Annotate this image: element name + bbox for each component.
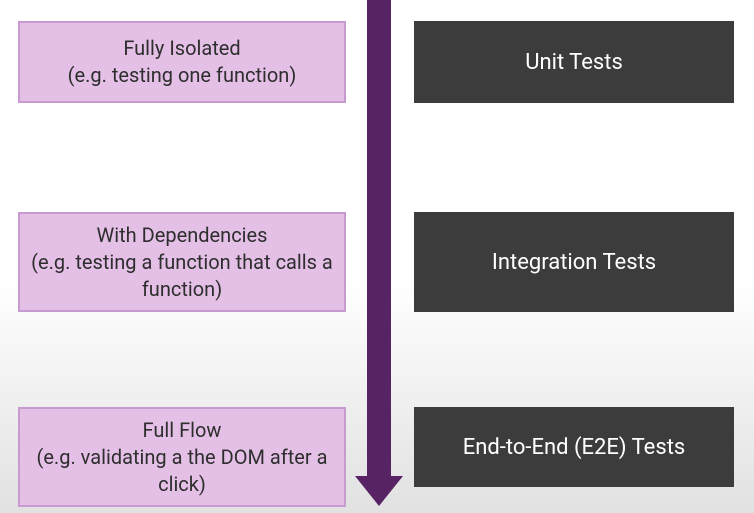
right-box-label: End-to-End (E2E) Tests: [463, 435, 686, 460]
left-box-fullflow: Full Flow (e.g. validating a the DOM aft…: [18, 407, 346, 507]
right-box-integration: Integration Tests: [414, 212, 734, 312]
left-box-title: Fully Isolated: [123, 35, 240, 62]
left-box-dependencies: With Dependencies (e.g. testing a functi…: [18, 212, 346, 312]
left-box-subtitle: (e.g. testing a function that calls a fu…: [30, 249, 334, 303]
right-box-label: Unit Tests: [525, 50, 623, 75]
right-box-e2e: End-to-End (E2E) Tests: [414, 407, 734, 487]
arrow-shaft: [367, 0, 391, 478]
arrow-head-icon: [355, 476, 403, 506]
left-box-title: Full Flow: [143, 417, 222, 444]
left-box-subtitle: (e.g. validating a the DOM after a click…: [30, 444, 334, 498]
left-box-title: With Dependencies: [97, 222, 268, 249]
diagram-container: Fully Isolated (e.g. testing one functio…: [0, 0, 754, 513]
left-box-isolated: Fully Isolated (e.g. testing one functio…: [18, 21, 346, 103]
right-box-unit: Unit Tests: [414, 21, 734, 103]
right-box-label: Integration Tests: [492, 250, 656, 275]
left-box-subtitle: (e.g. testing one function): [68, 62, 297, 89]
